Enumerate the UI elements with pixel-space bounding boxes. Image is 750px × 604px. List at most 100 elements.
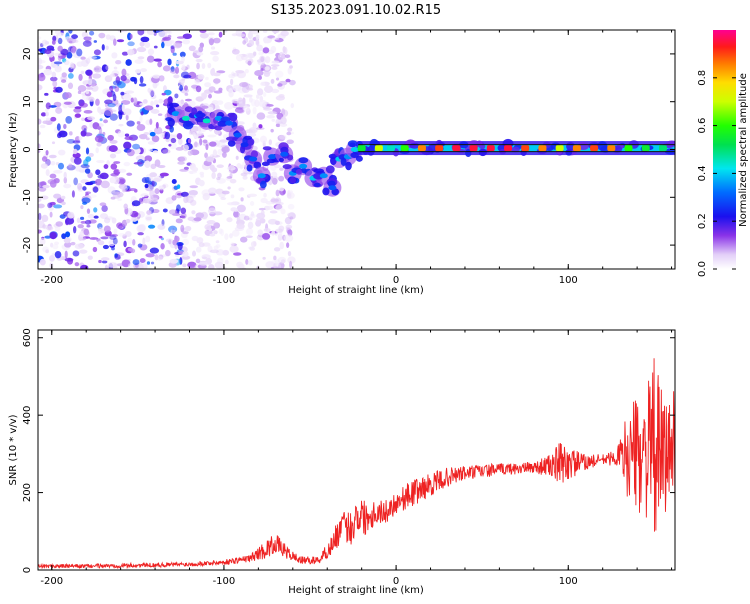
spectrogram-noise-blob — [262, 256, 266, 260]
spectrogram-noise-blob — [140, 193, 149, 198]
spectrogram-noise-blob — [272, 30, 280, 34]
spectrogram-noise-blob — [98, 32, 106, 39]
spectrogram-noise-blob — [208, 93, 212, 99]
spectrogram-noise-blob — [117, 198, 122, 201]
spectrogram-noise-blob — [85, 69, 93, 76]
spectrogram-noise-blob — [182, 144, 190, 152]
spectrogram-noise-blob — [77, 182, 83, 190]
spectrogram-noise-blob — [264, 66, 270, 71]
spectrogram-noise-blob — [174, 242, 178, 250]
spectrogram-ridge-core — [182, 115, 191, 121]
spectrogram-noise-blob — [136, 123, 146, 132]
spectrogram-noise-blob — [195, 58, 203, 63]
spectrogram-tone-segment — [641, 145, 650, 152]
spectrogram-noise-blob — [122, 188, 126, 193]
spectrogram-noise-blob — [149, 118, 153, 125]
spectrogram-noise-blob — [148, 148, 153, 152]
spectrogram-noise-blob — [52, 244, 59, 250]
spectrogram-noise-blob — [71, 190, 75, 198]
spectrogram-noise-blob — [218, 228, 223, 235]
spectrogram-noise-blob — [139, 115, 143, 123]
spectrogram-noise-blob — [221, 146, 230, 153]
spectrogram-noise-blob — [68, 131, 73, 136]
spectrogram-noise-blob — [52, 35, 57, 42]
spectrogram-noise-blob — [39, 237, 46, 246]
spectrogram-noise-blob — [69, 62, 74, 70]
spectrogram-noise-blob — [61, 201, 66, 206]
spectrogram-noise-blob — [170, 46, 175, 54]
spectrogram-noise-blob — [95, 98, 100, 106]
spectrogram-noise-blob — [260, 197, 268, 204]
spectrogram-y-tick-label: 0 — [22, 146, 33, 152]
spectrogram-ridge-core — [249, 156, 258, 162]
spectrogram-noise-blob — [76, 61, 84, 67]
spectrogram-noise-blob — [238, 187, 245, 192]
spectrogram-noise-blob — [169, 125, 174, 133]
spectrogram-noise-blob — [289, 216, 294, 220]
spectrogram-noise-blob — [68, 30, 73, 34]
spectrogram-noise-blob — [135, 155, 145, 161]
spectrogram-noise-blob — [146, 210, 152, 215]
snr-y-tick-label: 400 — [22, 406, 33, 425]
spectrogram-noise-blob — [216, 177, 221, 181]
spectrogram-noise-blob — [144, 105, 154, 111]
spectrogram-noise-blob — [287, 59, 292, 64]
spectrogram-noise-blob — [85, 90, 90, 95]
spectrogram-noise-blob — [274, 220, 280, 226]
spectrogram-noise-blob — [286, 242, 290, 249]
spectrogram-noise-blob — [132, 259, 140, 266]
spectrogram-noise-blob — [170, 66, 175, 72]
spectrogram-noise-blob — [45, 149, 49, 156]
spectrogram-noise-blob — [54, 65, 62, 73]
spectrogram-noise-blob — [111, 217, 117, 224]
spectrogram-noise-blob — [224, 102, 234, 110]
spectrogram-noise-blob — [49, 173, 57, 179]
spectrogram-noise-blob — [207, 207, 217, 215]
spectrogram-noise-blob — [227, 202, 236, 206]
spectrogram-noise-blob — [137, 56, 145, 60]
spectrogram-noise-blob — [162, 149, 171, 154]
spectrogram-noise-blob — [110, 163, 118, 170]
spectrogram-noise-blob — [279, 167, 284, 171]
spectrogram-noise-blob — [216, 177, 226, 184]
spectrogram-noise-blob — [232, 47, 237, 52]
spectrogram-ridge-blob — [327, 180, 336, 187]
spectrogram-noise-blob — [213, 230, 218, 235]
spectrogram-noise-blob — [248, 96, 253, 103]
spectrogram-noise-blob — [143, 132, 150, 135]
spectrogram-noise-blob — [198, 179, 205, 187]
colorbar-ticks: 0.0 0.2 0.4 0.6 0.8 — [697, 70, 736, 277]
spectrogram-noise-blob — [88, 96, 95, 102]
spectrogram-noise-blob — [104, 109, 114, 117]
spectrogram-noise-blob — [143, 262, 148, 267]
spectrogram-noise-blob — [272, 177, 278, 185]
spectrogram-noise-blob — [275, 118, 282, 126]
spectrogram-noise-blob — [268, 139, 272, 146]
spectrogram-noise-blob — [154, 159, 161, 167]
spectrogram-noise-blob — [275, 123, 281, 128]
spectrogram-ridge-blob — [261, 161, 270, 167]
spectrogram-noise-blob — [140, 111, 144, 116]
snr-marks — [38, 358, 675, 570]
spectrogram-noise-blob — [286, 192, 295, 199]
spectrogram-noise-blob — [74, 243, 84, 250]
spectrogram-noise-blob — [188, 45, 196, 52]
spectrogram-noise-blob — [38, 131, 41, 136]
spectrogram-noise-blob — [179, 168, 189, 172]
spectrogram-noise-blob — [100, 236, 109, 240]
spectrogram-noise-blob — [207, 32, 215, 36]
spectrogram-noise-blob — [231, 229, 240, 237]
spectrogram-noise-blob — [274, 259, 280, 267]
spectrogram-noise-blob — [235, 106, 245, 110]
spectrogram-noise-blob — [188, 130, 194, 135]
spectrogram-noise-blob — [175, 218, 183, 224]
spectrogram-noise-blob — [263, 71, 271, 77]
spectrogram-noise-blob — [212, 55, 219, 62]
spectrogram-noise-blob — [38, 197, 42, 203]
spectrogram-noise-blob — [239, 82, 248, 88]
spectrogram-noise-blob — [207, 62, 212, 69]
spectrogram-noise-blob — [40, 112, 47, 117]
spectrogram-noise-blob — [158, 75, 165, 82]
spectrogram-noise-blob — [73, 177, 78, 186]
